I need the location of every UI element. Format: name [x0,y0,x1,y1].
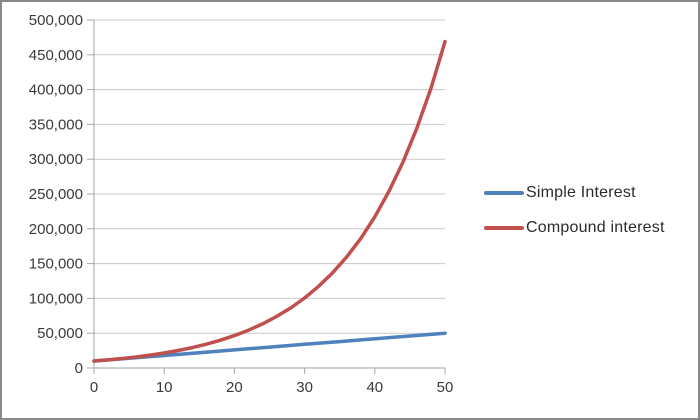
x-tick-label: 10 [156,379,173,396]
y-tick-label: 500,000 [29,12,83,29]
y-tick-label: 150,000 [29,256,83,273]
legend-line-swatch-simple [484,190,524,195]
y-tick-label: 300,000 [29,151,83,168]
x-tick-label: 30 [296,379,313,396]
legend-entry-simple-interest: Simple Interest [484,183,665,202]
legend-label-compound: Compound interest [526,218,665,236]
y-tick-label: 250,000 [29,186,83,203]
y-tick-label: 350,000 [29,116,83,133]
legend: Simple Interest Compound interest [484,183,665,237]
legend-entry-compound-interest: Compound interest [484,218,665,237]
legend-label-simple: Simple Interest [526,183,636,201]
y-tick-label: 50,000 [37,325,83,342]
x-tick-label: 50 [437,379,454,396]
series-line-compound-interest [92,39,447,363]
x-tick-label: 0 [90,379,98,396]
y-tick-label: 450,000 [29,47,83,64]
y-tick-label: 200,000 [29,221,83,238]
x-tick-label: 40 [366,379,383,396]
y-tick-label: 0 [75,360,83,377]
y-tick-label: 400,000 [29,82,83,99]
legend-line-swatch-compound [484,225,524,230]
x-tick-label: 20 [226,379,243,396]
y-tick-label: 100,000 [29,290,83,307]
